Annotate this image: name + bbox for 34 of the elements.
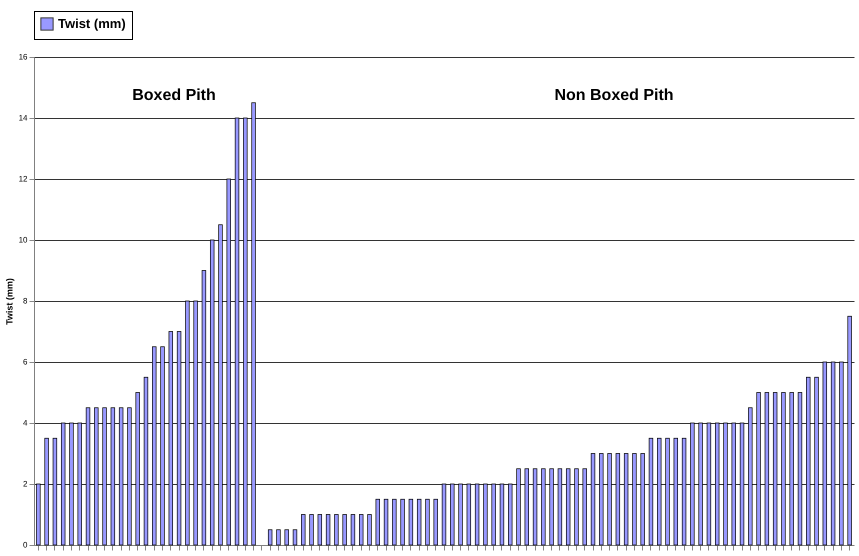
bar <box>359 514 364 546</box>
bar <box>425 498 430 546</box>
bar <box>392 498 397 546</box>
bar <box>367 514 372 546</box>
bar <box>292 529 298 546</box>
bar <box>309 514 314 546</box>
y-tick-label: 4 <box>23 418 28 428</box>
y-tick-label: 2 <box>23 480 28 488</box>
y-tick-label: 8 <box>23 296 28 306</box>
bar <box>400 498 405 546</box>
bar <box>376 498 380 546</box>
annotation: Boxed Pith <box>132 87 216 104</box>
bar <box>342 514 347 546</box>
bar <box>416 498 422 546</box>
bar <box>301 514 306 546</box>
bar <box>326 514 330 546</box>
y-tick-label: 16 <box>18 52 28 62</box>
bar <box>350 514 356 546</box>
y-tick-label: 10 <box>18 236 28 244</box>
bar <box>384 498 388 546</box>
bar <box>284 529 289 546</box>
bar <box>408 498 414 546</box>
bar <box>334 514 339 546</box>
y-tick-label: 6 <box>23 358 28 366</box>
legend-label: Twist (mm) <box>58 16 126 31</box>
y-tick-label: 12 <box>18 174 28 184</box>
y-tick-label: 0 <box>23 540 28 550</box>
bar <box>434 498 438 546</box>
y-tick-label: 14 <box>18 114 28 122</box>
bar <box>318 514 322 546</box>
bar <box>268 529 272 546</box>
annotation: Non Boxed Pith <box>554 87 674 104</box>
y-axis-title: Twist (mm) <box>4 278 15 325</box>
bar <box>276 529 281 546</box>
